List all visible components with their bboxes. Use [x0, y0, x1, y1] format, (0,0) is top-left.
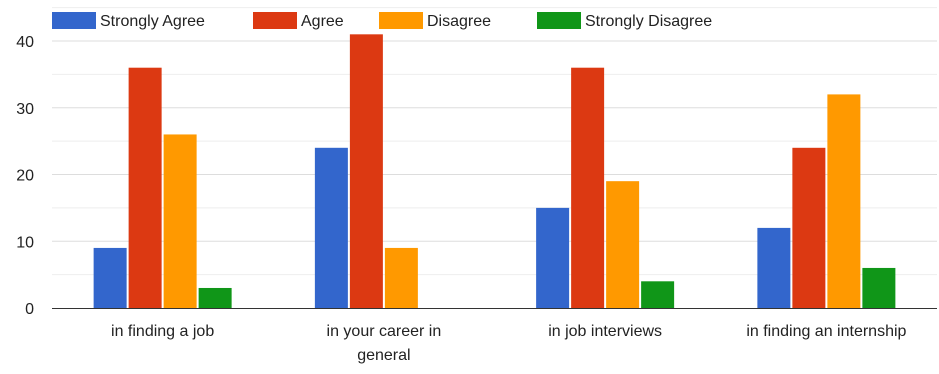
legend-swatch: [379, 12, 423, 29]
bar: Agree: 36: [571, 67, 605, 308]
y-tick-label: 10: [16, 234, 34, 251]
gridlines: [52, 7, 937, 276]
legend-label: Strongly Disagree: [585, 13, 712, 30]
x-tick-label: in job interviews: [548, 323, 662, 340]
legend-swatch: [253, 12, 297, 29]
y-tick-label: 0: [25, 301, 34, 318]
y-tick-label: 20: [16, 168, 34, 185]
bar: Agree: 41: [349, 34, 383, 308]
bar: Strongly Agree: 12: [757, 227, 791, 308]
bar: Disagree: 26: [163, 134, 197, 308]
bar: Strongly Disagree: 6: [862, 267, 896, 308]
legend-label: Strongly Agree: [100, 13, 205, 30]
legend-label: Agree: [301, 13, 344, 30]
legend-swatch: [537, 12, 581, 29]
bar: Strongly Disagree: 3: [198, 287, 232, 308]
y-tick-label: 30: [16, 101, 34, 118]
bar: Strongly Agree: 15: [536, 207, 570, 308]
bars: Strongly Agree: 9Agree: 36Disagree: 26St…: [93, 34, 896, 309]
x-tick-label: general: [357, 347, 410, 364]
bar: Disagree: 19: [606, 181, 640, 308]
bar: Agree: 36: [128, 67, 162, 308]
x-tick-label: in finding a job: [111, 323, 214, 340]
bar: Disagree: 32: [827, 94, 861, 309]
legend-label: Disagree: [427, 13, 491, 30]
legend-swatch: [52, 12, 96, 29]
legend: Strongly Agree Agree Disagree Strongly Disa…: [52, 12, 712, 30]
x-tick-label: in finding an internship: [746, 323, 906, 340]
bar: Strongly Agree: 9: [93, 247, 127, 308]
bar: Strongly Disagree: 4: [641, 281, 675, 308]
y-tick-label: 40: [16, 34, 34, 51]
bar: Agree: 24: [792, 147, 826, 308]
axes: 0 10 20 30 40 in finding a job in your career …: [16, 34, 937, 364]
x-tick-label: in your career in: [327, 323, 442, 340]
bar: Disagree: 9: [384, 247, 418, 308]
bar: Strongly Agree: 24: [314, 147, 348, 308]
